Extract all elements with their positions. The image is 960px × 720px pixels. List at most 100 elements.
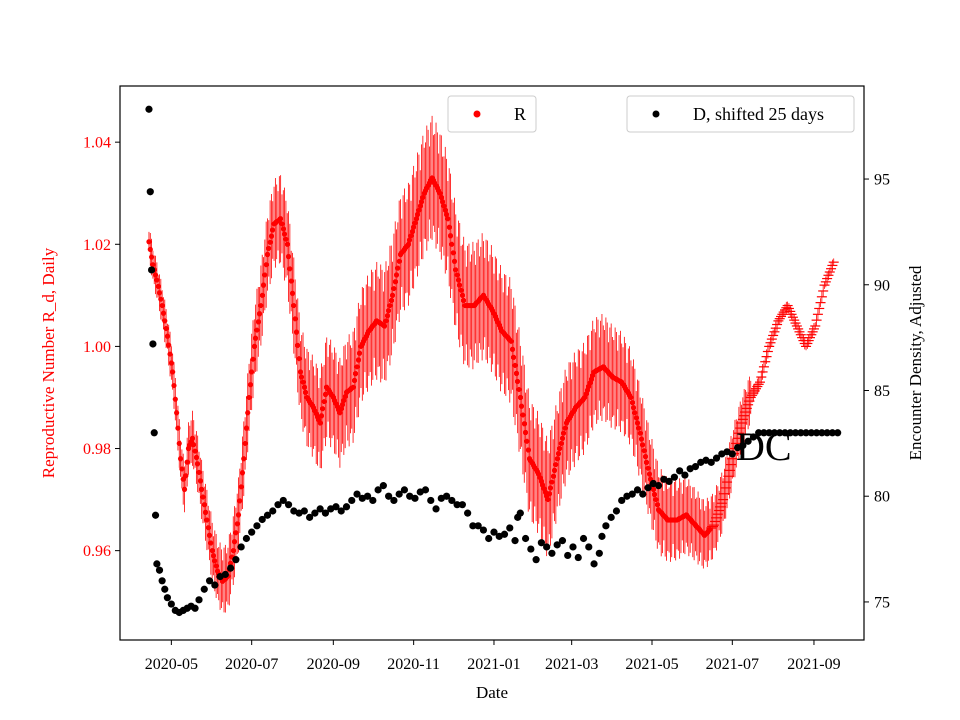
d-point (411, 494, 419, 502)
left-y-tick-label-0: 0.96 (83, 543, 111, 560)
d-point (791, 429, 800, 437)
r-point (354, 364, 360, 370)
r-point (149, 254, 155, 260)
r-point (251, 343, 257, 350)
d-point (765, 429, 773, 437)
r-point (629, 399, 635, 406)
d-point (670, 473, 678, 481)
d-point (744, 437, 752, 445)
legend-r-label: R (514, 104, 526, 124)
r-point (189, 435, 196, 441)
d-point (474, 522, 482, 530)
r-point (285, 253, 292, 260)
r-point (551, 467, 558, 474)
r-point (288, 278, 294, 284)
r-point (292, 316, 298, 322)
r-point (262, 272, 268, 278)
r-point (637, 430, 643, 436)
legend-d-label: D, shifted 25 days (693, 104, 824, 124)
r-point (167, 351, 173, 357)
r-point (447, 233, 454, 239)
r-point (230, 548, 236, 554)
d-point (569, 543, 577, 551)
r-point (554, 456, 560, 462)
r-point (193, 454, 199, 461)
r-point (545, 496, 551, 503)
r-point (440, 199, 446, 205)
d-point (516, 509, 524, 517)
r-point (196, 469, 202, 475)
d-point (421, 486, 430, 494)
r-point (156, 290, 163, 296)
d-point (316, 505, 324, 513)
d-point (332, 503, 340, 511)
r-point (437, 190, 443, 196)
d-point (200, 585, 208, 593)
d-point (823, 429, 831, 437)
d-point (205, 577, 214, 585)
r-point (522, 429, 529, 436)
x-axis: 2020-05 2020-07 2020-09 2020-11 2021-01 2021-… (145, 640, 841, 673)
d-point (337, 507, 345, 515)
d-point (511, 537, 519, 545)
d-point (263, 511, 272, 519)
x-tick-label-7: 2021-07 (706, 656, 759, 673)
r-point (235, 512, 242, 518)
r-point (204, 517, 210, 523)
r-point (416, 207, 422, 213)
d-point (148, 266, 156, 274)
d-point (479, 526, 488, 534)
r-point (181, 486, 188, 492)
d-point (681, 471, 689, 479)
r-point (212, 558, 218, 564)
d-point (158, 577, 166, 585)
r-point (555, 451, 562, 457)
x-tick-label-4: 2021-01 (467, 656, 520, 673)
d-point (253, 522, 261, 530)
r-point (270, 227, 276, 233)
d-point (469, 522, 477, 530)
legend-r: R (447, 95, 537, 133)
d-point (442, 492, 451, 500)
r-point (208, 540, 214, 546)
r-point (264, 251, 271, 258)
r-point (237, 498, 243, 504)
d-point (707, 458, 715, 466)
r-point (645, 465, 651, 471)
d-point (390, 496, 398, 505)
r-point (318, 413, 325, 419)
r-point (641, 448, 647, 454)
r-point (642, 453, 649, 460)
r-point (228, 560, 234, 567)
d-point (574, 553, 582, 562)
r-point (163, 325, 169, 332)
d-point (548, 549, 556, 557)
right-y-tick-label-2: 85 (874, 383, 890, 400)
r-point (195, 461, 201, 467)
r-point (280, 226, 286, 232)
d-point (284, 501, 293, 509)
r-point (382, 323, 388, 329)
r-point (387, 302, 393, 309)
plot-frame (119, 85, 865, 641)
r-point (644, 459, 650, 465)
d-point (607, 513, 615, 521)
d-point (543, 543, 551, 551)
d-point (432, 505, 440, 513)
right-y-tick-label-4: 95 (874, 172, 890, 189)
r-point (512, 362, 518, 368)
d-point (379, 482, 387, 490)
r-point (393, 272, 400, 278)
r-point (233, 530, 239, 536)
right-y-axis-title: Encounter Density, Adjusted (906, 265, 925, 460)
right-y-tick-label-0: 75 (874, 594, 890, 611)
r-point (192, 448, 198, 454)
r-point (396, 258, 402, 264)
r-point (650, 486, 656, 492)
r-point (172, 396, 178, 402)
r-point (341, 397, 347, 404)
d-point (770, 429, 779, 437)
d-point (579, 534, 588, 543)
r-point (199, 486, 205, 492)
d-point (311, 509, 319, 517)
